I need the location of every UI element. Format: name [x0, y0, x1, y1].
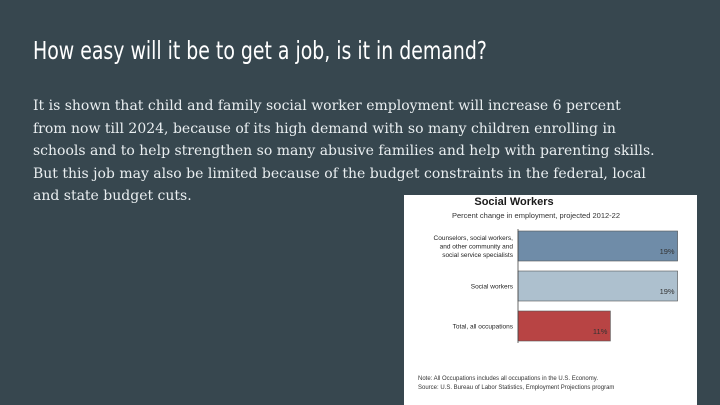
slide-body: It is shown that child and family social… — [33, 95, 693, 208]
chart-title: Social Workers — [474, 196, 554, 208]
bar-chart: 19% Counselors, social workers, and other … — [434, 229, 678, 343]
category-label: Social workers — [471, 284, 514, 291]
body-line: It is shown that child and family social… — [33, 98, 621, 114]
category-label: Total, all occupations — [453, 324, 514, 331]
data-label: 11% — [593, 327, 608, 336]
category-label: social service specialists — [442, 252, 514, 259]
chart-source: Source: U.S. Bureau of Labor Statistics,… — [418, 385, 615, 391]
data-label: 19% — [660, 287, 675, 296]
body-line: from now till 2024, because of its high … — [33, 120, 616, 137]
body-line: and state budget cuts. — [33, 188, 192, 204]
body-line: But this job may also be limited because… — [33, 165, 646, 182]
chart-notes: Note: All Occupations includes all occup… — [418, 375, 614, 393]
data-label: 19% — [660, 247, 675, 256]
body-line: schools and to help strengthen so many a… — [33, 143, 655, 159]
chart-bar — [517, 310, 611, 342]
category-label: and other community and — [440, 244, 514, 251]
chart-bar — [517, 270, 678, 302]
slide-title: How easy will it be to get a job, is it … — [33, 36, 487, 65]
chart-note: Note: All Occupations includes all occup… — [418, 376, 598, 382]
chart-bar — [517, 230, 678, 262]
chart-figure: Social Workers Percent change in employm… — [404, 195, 697, 405]
chart-subtitle: Percent change in employment, projected … — [451, 211, 621, 220]
category-label: Counselors, social workers, — [434, 235, 514, 242]
